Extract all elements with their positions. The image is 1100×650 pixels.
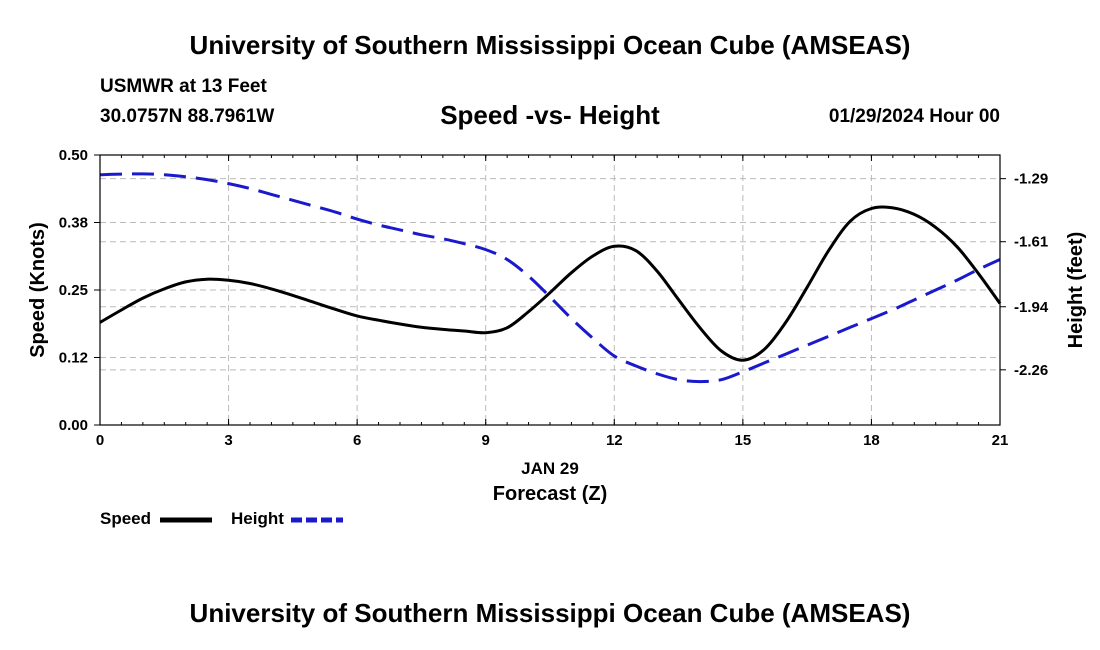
x-tick-label: 6 <box>353 432 361 449</box>
series-layer <box>99 172 1002 384</box>
speed-series-line <box>99 205 1002 362</box>
x-tick-label: 15 <box>735 432 752 449</box>
x-axis-date-label: JAN 29 <box>521 459 579 478</box>
x-axis-title: Forecast (Z) <box>493 483 607 505</box>
y-tick-label: 0.50 <box>59 147 88 164</box>
legend-height-label: Height <box>231 509 284 528</box>
y-axis-title: Speed (Knots) <box>27 222 49 358</box>
legend-speed-label: Speed <box>100 509 152 528</box>
x-tick-label: 0 <box>96 432 104 449</box>
y2-tick-label: -1.61 <box>1014 234 1048 251</box>
chart-title: Speed -vs- Height <box>440 100 660 130</box>
y-tick-label: 0.00 <box>59 417 88 434</box>
y2-tick-label: -1.94 <box>1014 299 1049 316</box>
y-tick-label: 0.38 <box>59 215 88 232</box>
axes: 0 3 6 9 12 15 18 21 0.00 0.12 0.25 0.38 0.50 -1.29 -1.… <box>59 147 1049 449</box>
y-tick-label: 0.25 <box>59 282 88 299</box>
x-tick-label: 9 <box>482 432 490 449</box>
x-tick-label: 21 <box>992 432 1009 449</box>
x-tick-label: 12 <box>606 432 623 449</box>
height-series-line <box>99 172 1001 384</box>
page-title: University of Southern Mississippi Ocean… <box>189 30 911 60</box>
x-tick-label: 18 <box>863 432 880 449</box>
station-coordinates: 30.0757N 88.7961W <box>100 106 275 127</box>
grid <box>100 155 1000 425</box>
y2-tick-label: -2.26 <box>1014 362 1048 379</box>
footer-title: University of Southern Mississippi Ocean… <box>189 598 911 628</box>
y-tick-label: 0.12 <box>59 350 88 367</box>
y2-axis-title: Height (feet) <box>1065 232 1087 349</box>
y2-tick-label: -1.29 <box>1014 171 1048 188</box>
station-name: USMWR at 13 Feet <box>100 76 267 97</box>
x-tick-label: 3 <box>224 432 232 449</box>
forecast-datetime: 01/29/2024 Hour 00 <box>828 106 1000 127</box>
